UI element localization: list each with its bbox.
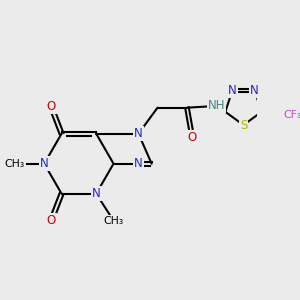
Text: N: N [250,84,259,97]
Text: NH: NH [208,100,225,112]
Text: O: O [46,100,56,113]
Text: O: O [46,214,56,227]
Text: CH₃: CH₃ [103,216,124,226]
Text: N: N [228,84,237,97]
Text: CH₃: CH₃ [5,159,25,169]
Text: N: N [134,127,143,140]
Text: CF₃: CF₃ [284,110,300,120]
Text: N: N [40,157,49,170]
Text: N: N [134,157,143,170]
Text: S: S [240,118,247,131]
Text: N: N [92,187,100,200]
Text: O: O [188,130,197,144]
